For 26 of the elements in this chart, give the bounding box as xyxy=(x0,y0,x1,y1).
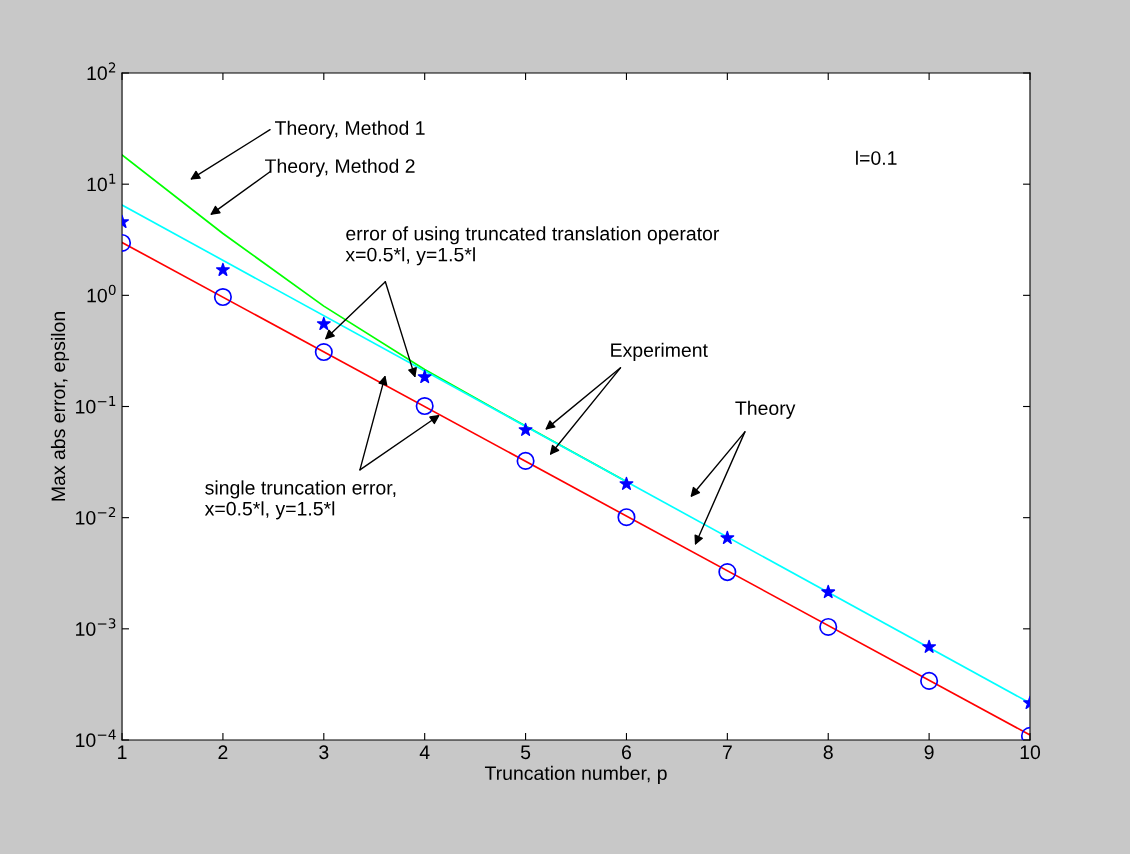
y-tick-label: 10$^{1}$ xyxy=(87,173,116,192)
y-tick-label: 10$^{0}$ xyxy=(87,284,116,303)
y-tick-label: 10$^{−1}$ xyxy=(76,396,116,414)
x-tick-label: 5 xyxy=(520,745,531,760)
x-tick-label: 4 xyxy=(419,745,430,759)
x-tick-label: 3 xyxy=(319,745,329,760)
annotation: l=0.1 xyxy=(856,150,897,165)
y-tick-label: 10$^{−2}$ xyxy=(76,507,116,525)
x-tick-label: 6 xyxy=(622,745,632,760)
annotation: Theory, Method 1 xyxy=(275,120,425,139)
annotation: Theory, Method 2 xyxy=(265,158,415,177)
x-tick-label: 2 xyxy=(218,745,228,759)
y-axis-title: Max abs error, epsilon xyxy=(50,312,70,501)
y-tick-label: 10$^{2}$ xyxy=(87,62,116,81)
x-tick-label: 10 xyxy=(1020,745,1041,760)
y-tick-label: 10$^{−3}$ xyxy=(76,618,116,636)
annotation: single truncation error, x=0.5*l, y=1.5*l xyxy=(204,480,396,520)
annotation: Theory xyxy=(735,400,796,419)
y-tick-label: 10$^{−4}$ xyxy=(76,729,116,748)
x-tick-label: 7 xyxy=(722,745,732,759)
x-tick-label: 1 xyxy=(118,745,127,759)
x-tick-label: 8 xyxy=(823,745,833,760)
x-tick-label: 9 xyxy=(924,745,934,760)
annotation: Experiment xyxy=(611,342,708,361)
annotation: error of using truncated translation operator x=0.5*l, y=1.5*l xyxy=(345,226,720,266)
x-axis-title: Truncation number, p xyxy=(484,765,667,784)
